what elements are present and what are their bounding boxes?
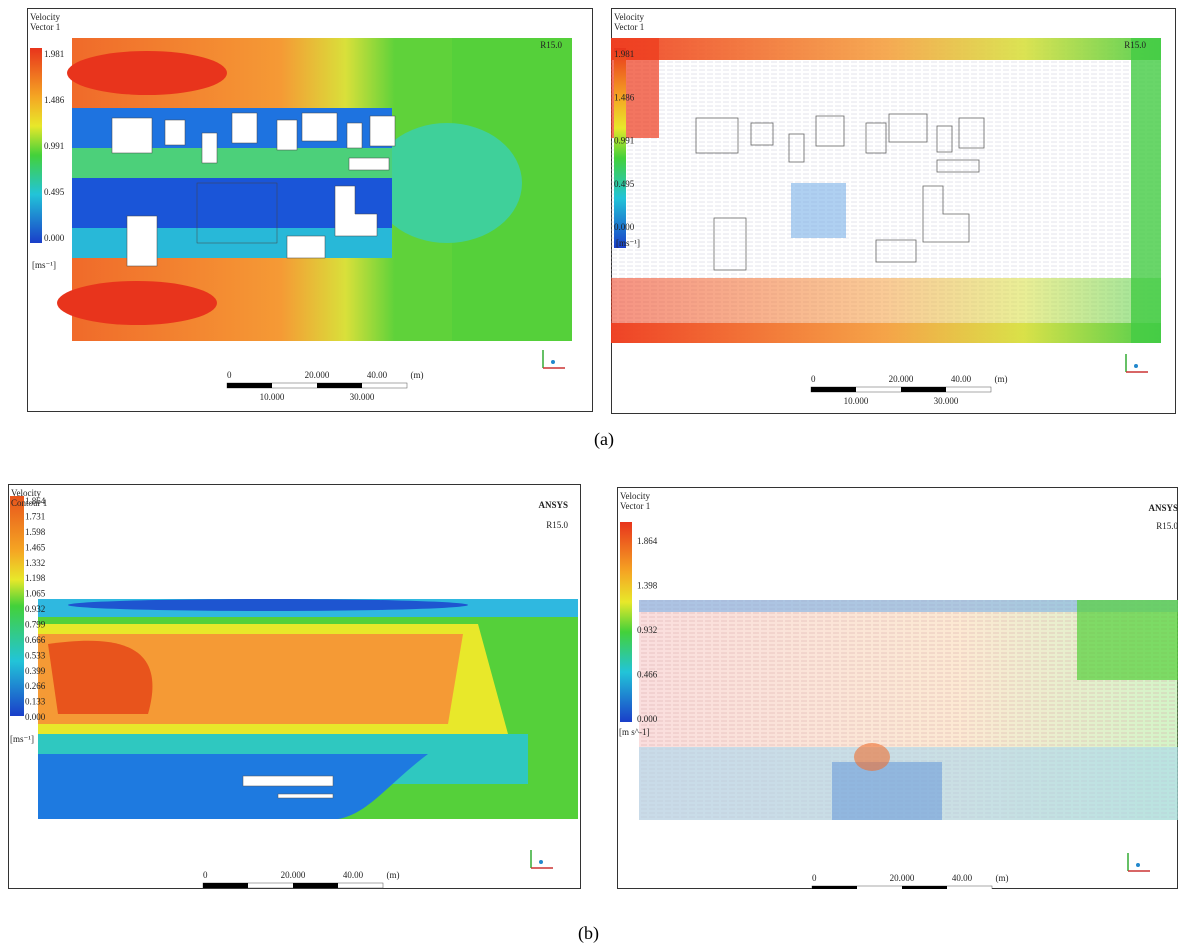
legend-tick-label: 0.000 (637, 714, 658, 724)
legend-title: Velocity (614, 12, 644, 22)
legend-tick-label: 1.065 (25, 589, 46, 599)
scale-label: 10.000 (844, 396, 869, 406)
legend-tick-label: 1.486 (44, 95, 65, 105)
legend-title: Contour 1 (11, 498, 47, 508)
brand: ANSYS (1148, 503, 1178, 513)
version: R15.0 (546, 520, 568, 530)
version: R15.0 (540, 40, 562, 50)
scale-bar (203, 883, 248, 888)
legend-tick-label: 0.932 (637, 625, 657, 635)
axis-triad (551, 360, 555, 364)
legend-title: Velocity (620, 491, 650, 501)
brand: ANSYS (538, 500, 568, 510)
axis-triad (1136, 863, 1140, 867)
scale-label: 20.000 (305, 370, 330, 380)
vector-field (639, 600, 1178, 820)
legend-tick-label: 0.000 (614, 222, 635, 232)
scale-label: 10.000 (260, 392, 285, 402)
color-legend (620, 522, 632, 722)
caption: (a) (594, 429, 614, 449)
legend-tick-label: 1.731 (25, 511, 45, 521)
contour-field (57, 38, 572, 341)
scale-label: 40.00 (951, 374, 972, 384)
scale-label: 30.000 (934, 396, 959, 406)
scale-label: (m) (995, 374, 1008, 384)
legend-tick-label: 0.266 (25, 681, 46, 691)
color-legend (10, 496, 24, 716)
legend-tick-label: 1.465 (25, 542, 46, 552)
scale-bar (902, 886, 947, 889)
legend-title: Vector 1 (30, 22, 60, 32)
legend-tick-label: 0.495 (44, 187, 65, 197)
legend-tick-label: 1.981 (44, 49, 64, 59)
caption: (b) (578, 923, 599, 943)
axis-triad (539, 860, 543, 864)
version: R15.0 (1124, 40, 1146, 50)
version: R15.0 (1156, 521, 1178, 531)
scale-bar (901, 387, 946, 392)
legend-tick-label: 0.991 (614, 136, 634, 146)
legend-title: Vector 1 (620, 501, 650, 511)
legend-tick-label: 0.133 (25, 697, 46, 707)
legend-tick-label: 1.398 (637, 581, 658, 591)
legend-tick-label: 0.533 (25, 650, 46, 660)
legend-tick-label: 1.198 (25, 573, 46, 583)
scale-label: (m) (387, 870, 400, 880)
scale-label: 0 (227, 370, 232, 380)
scale-bar (812, 886, 857, 889)
legend-unit: [m s^-1] (619, 727, 649, 737)
legend-tick-label: 1.981 (614, 49, 634, 59)
legend-tick-label: 0.466 (637, 670, 658, 680)
legend-tick-label: 1.486 (614, 92, 635, 102)
legend-tick-label: 0.932 (25, 604, 45, 614)
scale-bar (317, 383, 362, 388)
legend-tick-label: 0.495 (614, 179, 635, 189)
scale-label: 20.000 (890, 873, 915, 883)
color-legend (30, 48, 42, 243)
legend-title: Velocity (11, 488, 41, 498)
color-legend (614, 48, 626, 248)
legend-tick-label: 0.799 (25, 619, 46, 629)
legend-tick-label: 0.666 (25, 635, 46, 645)
axis-triad (1134, 364, 1138, 368)
scale-label: 20.000 (889, 374, 914, 384)
legend-unit: [ms⁻¹] (10, 734, 34, 744)
scale-bar (227, 383, 272, 388)
legend-tick-label: 0.000 (25, 712, 46, 722)
scale-label: 40.00 (343, 870, 364, 880)
legend-title: Velocity (30, 12, 60, 22)
scale-bar (293, 883, 338, 888)
scale-label: 30.000 (350, 392, 375, 402)
legend-tick-label: 1.332 (25, 558, 45, 568)
legend-unit: [ms⁻¹] (32, 260, 56, 270)
scale-label: 0 (811, 374, 816, 384)
scale-label: (m) (996, 873, 1009, 883)
legend-tick-label: 0.991 (44, 141, 64, 151)
scale-label: 0 (203, 870, 208, 880)
scale-label: 20.000 (281, 870, 306, 880)
scale-label: 0 (812, 873, 817, 883)
scale-bar (811, 387, 856, 392)
legend-title: Vector 1 (614, 22, 644, 32)
legend-tick-label: 1.864 (637, 536, 658, 546)
legend-unit: [ms⁻¹] (616, 238, 640, 248)
scale-label: 40.00 (952, 873, 973, 883)
legend-tick-label: 0.399 (25, 666, 46, 676)
contour-field (38, 599, 578, 819)
legend-tick-label: 0.000 (44, 233, 65, 243)
legend-tick-label: 1.598 (25, 527, 46, 537)
legend-tick-label: 1.864 (25, 496, 46, 506)
scale-label: 40.00 (367, 370, 388, 380)
scale-label: (m) (411, 370, 424, 380)
vector-field (611, 38, 1161, 343)
